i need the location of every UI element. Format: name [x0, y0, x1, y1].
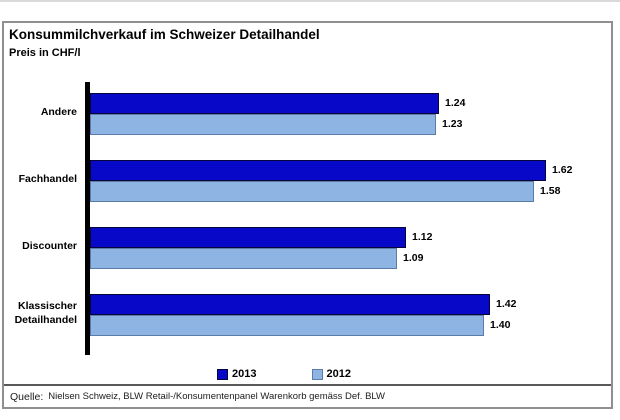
plot-area: Andere 1.24 1.23 Fachhandel 1.62 1.58 Discount…: [4, 82, 609, 355]
legend-item-2013: 2013: [217, 368, 257, 380]
bar-2013: [90, 93, 439, 114]
chart-subtitle: Preis in CHF/l: [9, 47, 81, 59]
value-label: 1.40: [490, 319, 511, 331]
value-label: 1.62: [552, 164, 573, 176]
chart-title: Konsummilchverkauf im Schweizer Detailha…: [9, 27, 320, 42]
source-text: Nielsen Schweiz, BLW Retail-/Konsumenten…: [48, 391, 385, 402]
value-label: 1.42: [496, 298, 517, 310]
category-label: Andere: [40, 106, 77, 119]
value-label: 1.09: [403, 252, 424, 264]
source-prefix: Quelle:: [10, 390, 44, 403]
bar-2012: [90, 315, 484, 336]
legend-item-2012: 2012: [311, 368, 351, 380]
value-label: 1.12: [412, 231, 433, 243]
bar-2013: [90, 294, 490, 315]
bar-2012: [90, 181, 534, 202]
category-label: Fachhandel: [18, 173, 77, 186]
bar-2012: [90, 114, 436, 135]
window-top-edge: [0, 0, 620, 2]
bar-2013: [90, 160, 546, 181]
legend: 2013 2012: [4, 366, 564, 382]
value-label: 1.58: [540, 185, 561, 197]
bar-2013: [90, 227, 406, 248]
legend-label: 2013: [232, 368, 257, 380]
category-label: Klassischer Detailhandel: [14, 300, 77, 326]
category-axis-line: [85, 82, 90, 355]
bar-2012: [90, 248, 397, 269]
legend-label: 2012: [326, 368, 351, 380]
source-strip: Quelle: Nielsen Schweiz, BLW Retail-/Kon…: [4, 384, 611, 407]
value-label: 1.24: [445, 97, 466, 109]
legend-swatch-icon: [217, 368, 229, 380]
category-label: Discounter: [22, 240, 77, 253]
chart-frame: Konsummilchverkauf im Schweizer Detailha…: [2, 21, 613, 409]
value-label: 1.23: [442, 118, 463, 130]
legend-swatch-icon: [311, 368, 323, 380]
